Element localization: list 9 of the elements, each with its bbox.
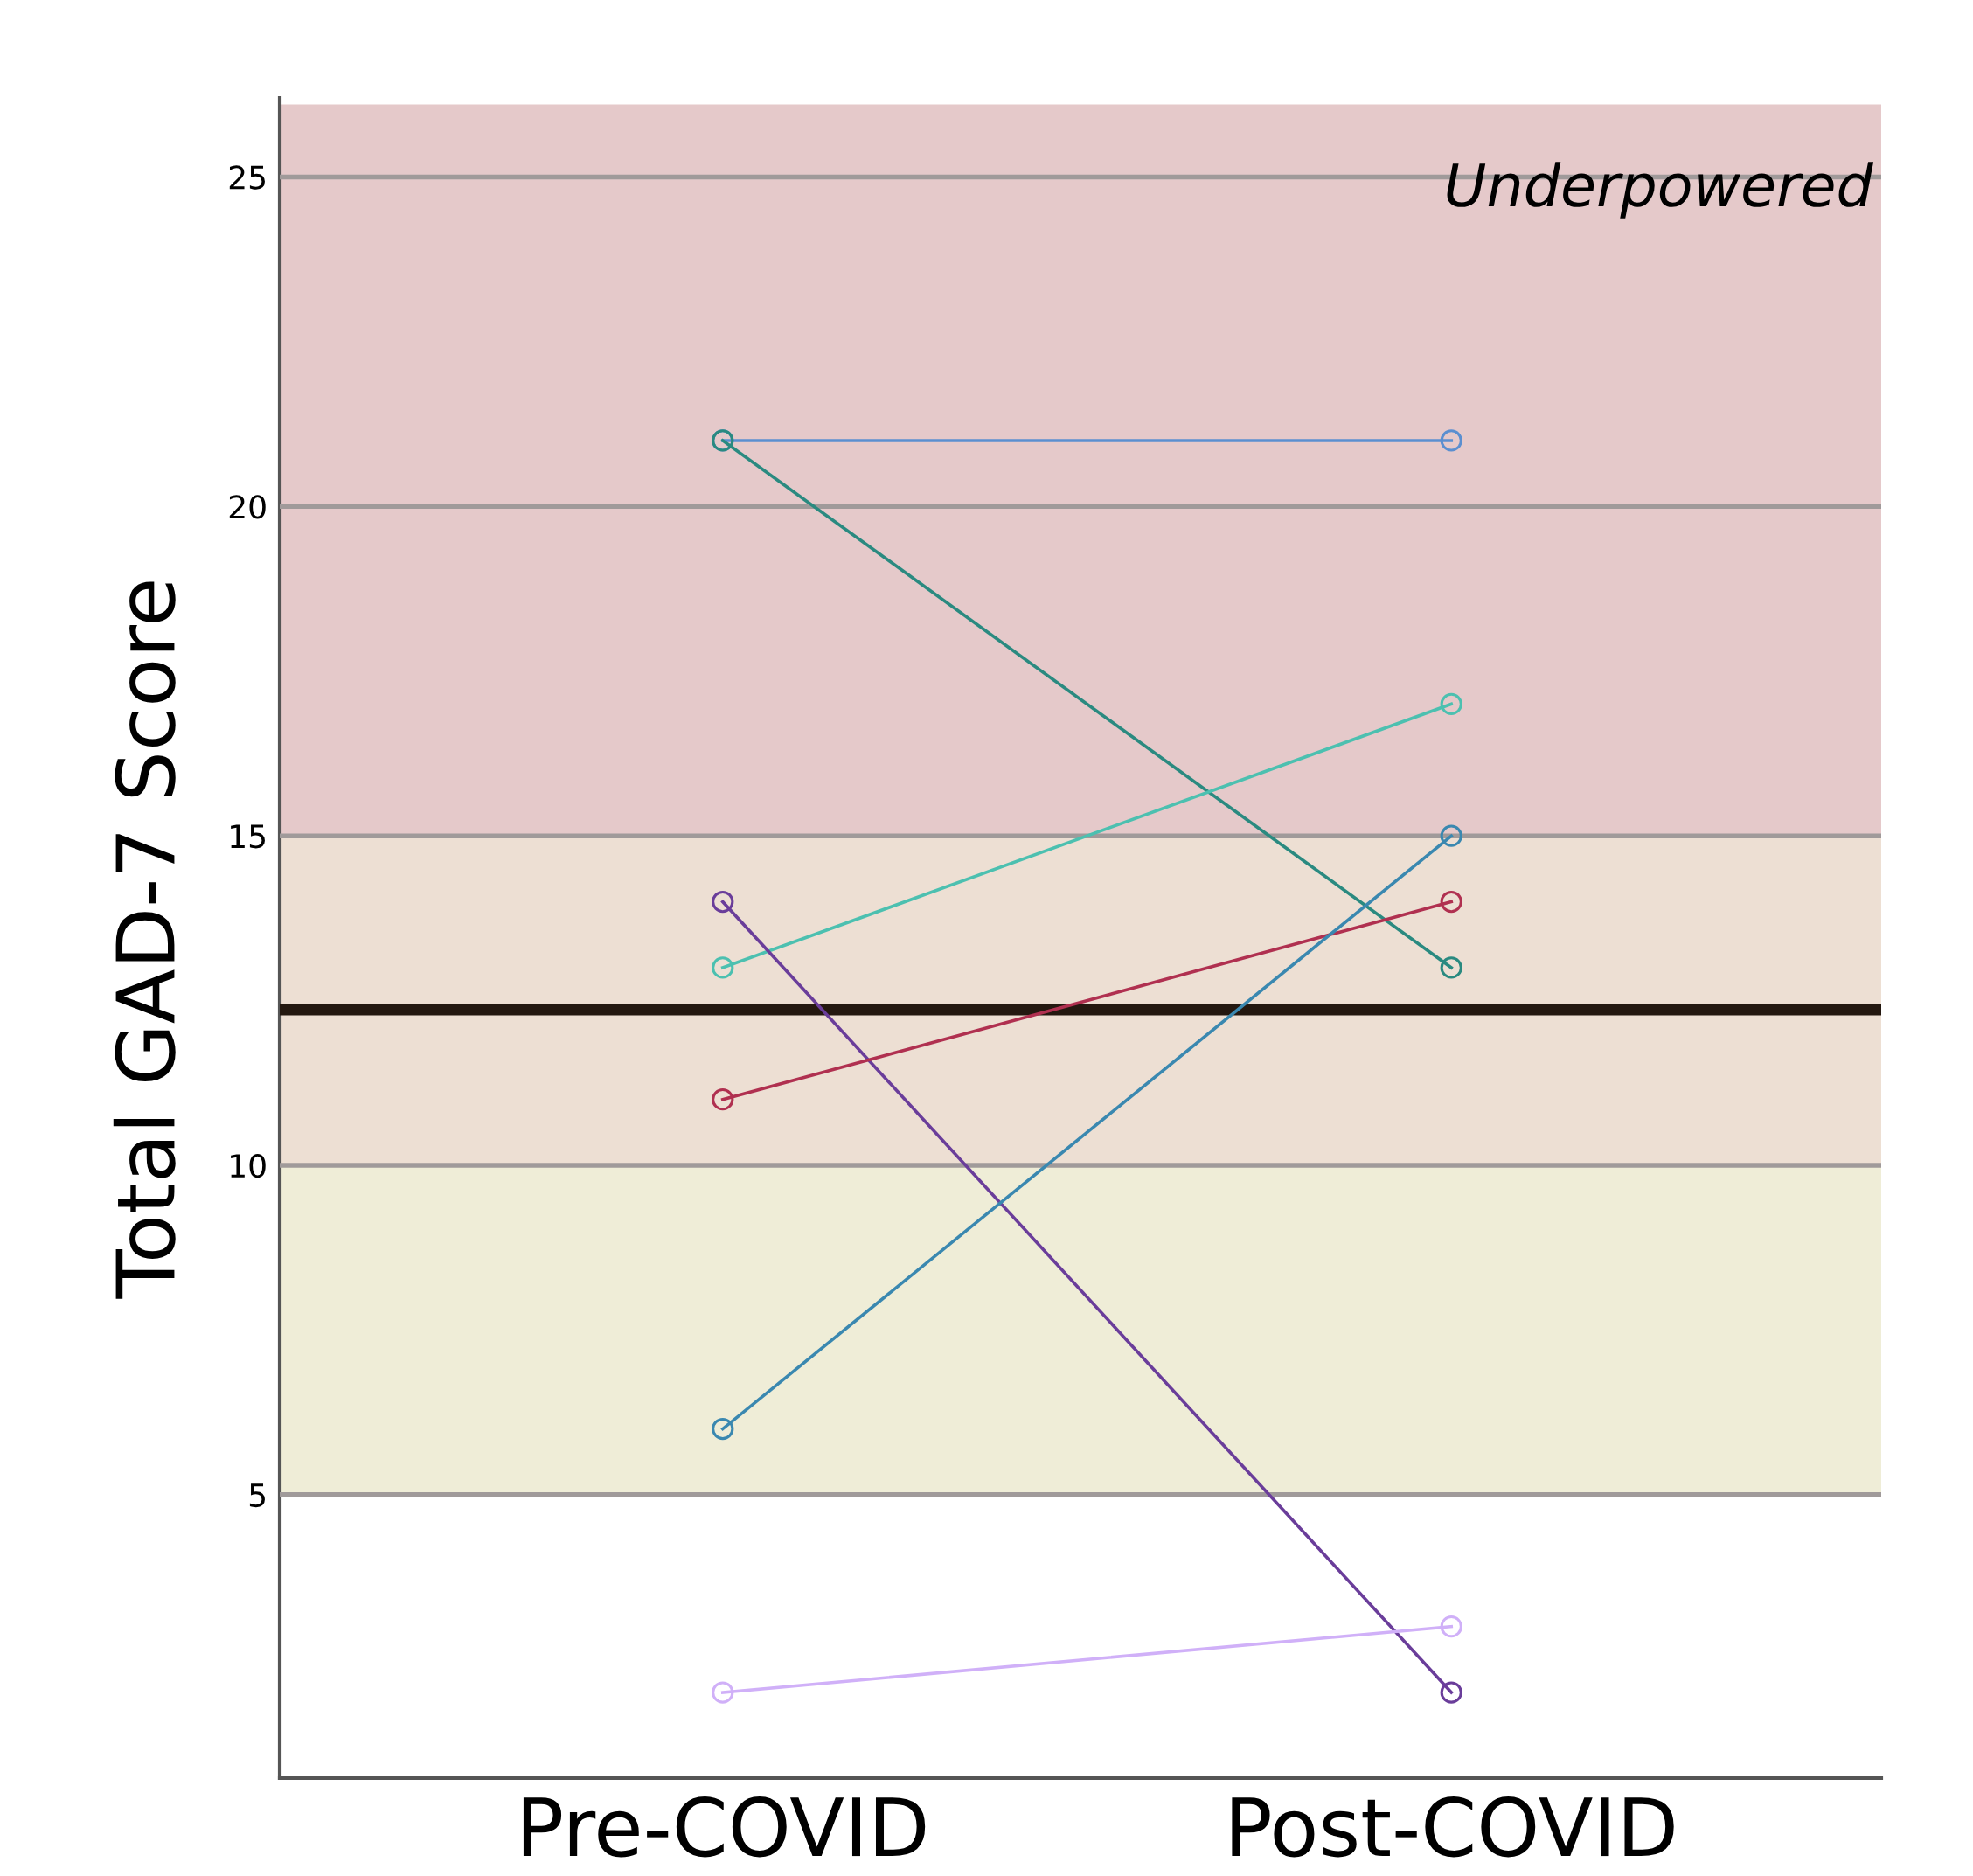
- y-tick-label: 5: [249, 1483, 265, 1508]
- y-tick-label: 20: [229, 495, 266, 519]
- x-tick-label: Post-COVID: [1232, 1796, 1674, 1858]
- y-tick-label: 25: [229, 165, 265, 190]
- y-axis-title: Total GAD-7 Score: [113, 581, 176, 1299]
- band-label: Underpowered: [1447, 162, 1874, 219]
- y-tick-label: 10: [231, 1153, 266, 1178]
- x-tick-label: Pre-COVID: [523, 1796, 926, 1858]
- y-tick-label: 15: [231, 824, 265, 849]
